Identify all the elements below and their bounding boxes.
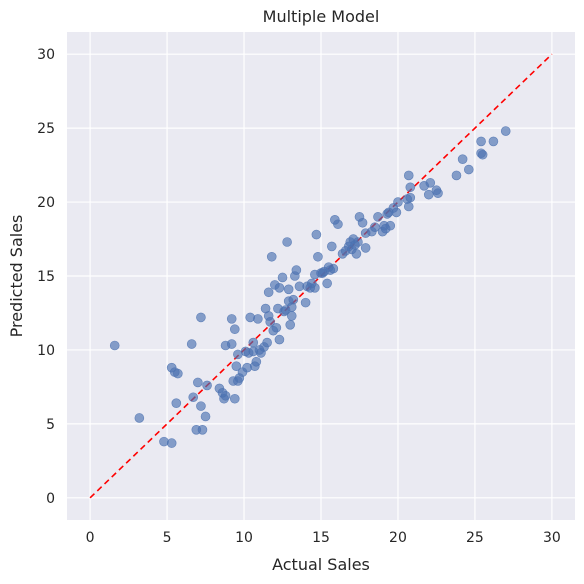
scatter-point: [333, 219, 343, 230]
scatter-point: [109, 340, 120, 351]
scatter-point: [263, 287, 274, 298]
scatter-point: [286, 311, 297, 321]
x-tick-labels: 0 5 10 15 20 25 30: [86, 530, 561, 546]
scatter-point: [385, 220, 396, 231]
scatter-point: [266, 251, 277, 262]
scatter-point: [248, 337, 259, 348]
scatter-point: [457, 154, 468, 164]
scatter-point: [226, 339, 237, 349]
scatter-point: [488, 136, 499, 147]
scatter-points: [109, 126, 511, 448]
scatter-point: [231, 361, 242, 372]
scatter-point: [311, 229, 322, 240]
scatter-point: [403, 170, 414, 181]
scatter-point: [285, 319, 296, 330]
scatter-point: [393, 197, 403, 207]
scatter-point: [196, 312, 206, 323]
scatter-point: [274, 334, 285, 345]
x-tick-label: 30: [543, 530, 561, 546]
y-axis-title: Predicted Sales: [7, 215, 26, 338]
scatter-point: [271, 322, 282, 333]
scatter-point: [251, 356, 262, 367]
scatter-point: [171, 398, 182, 408]
scatter-point: [391, 207, 402, 218]
scatter-point: [500, 126, 511, 136]
scatter-point: [282, 237, 292, 247]
y-tick-label: 15: [37, 269, 55, 285]
scatter-point: [274, 283, 285, 293]
y-tick-label: 0: [46, 491, 55, 507]
scatter-point: [313, 251, 323, 262]
y-tick-label: 10: [37, 343, 55, 359]
scatter-point: [277, 272, 288, 283]
x-tick-label: 10: [235, 530, 253, 546]
scatter-point: [360, 243, 371, 253]
chart-title: Multiple Model: [263, 7, 380, 26]
scatter-point: [357, 217, 368, 228]
scatter-point: [229, 393, 240, 404]
scatter-point: [265, 317, 276, 327]
scatter-point: [373, 212, 383, 222]
scatter-point: [451, 170, 462, 181]
scatter-point: [476, 136, 486, 147]
scatter-point: [173, 368, 183, 379]
scatter-point: [353, 237, 363, 247]
scatter-point: [477, 149, 488, 160]
scatter-point: [433, 188, 443, 198]
scatter-point: [405, 182, 416, 193]
x-tick-label: 25: [466, 530, 484, 546]
scatter-point: [262, 337, 272, 348]
scatter-point: [253, 314, 263, 324]
scatter-point: [188, 392, 199, 403]
scatter-point: [405, 192, 416, 203]
scatter-point: [202, 380, 212, 391]
y-tick-label: 25: [37, 121, 55, 137]
scatter-point: [370, 222, 380, 232]
scatter-point: [193, 377, 203, 388]
scatter-point: [351, 249, 362, 259]
scatter-point: [226, 314, 237, 324]
scatter-point: [283, 284, 294, 295]
scatter-point: [200, 411, 211, 422]
x-tick-label: 20: [389, 530, 407, 546]
y-tick-label: 20: [37, 195, 55, 211]
scatter-point: [328, 263, 339, 274]
y-tick-labels: 0 5 10 15 20 25 30: [37, 47, 55, 507]
x-tick-label: 5: [163, 530, 172, 546]
y-tick-label: 30: [37, 47, 55, 63]
scatter-point: [326, 241, 337, 252]
scatter-point: [425, 178, 436, 188]
scatter-point: [403, 201, 414, 212]
scatter-point: [310, 283, 320, 293]
scatter-point: [300, 297, 311, 308]
scatter-point: [134, 413, 145, 423]
scatter-point: [288, 294, 299, 305]
scatter-point: [186, 339, 197, 349]
scatter-point: [291, 265, 302, 275]
scatter-point: [196, 401, 206, 411]
scatter-point: [197, 424, 208, 435]
scatter-point: [166, 438, 177, 448]
x-tick-label: 0: [86, 530, 95, 546]
x-axis-title: Actual Sales: [272, 555, 370, 574]
x-tick-label: 15: [312, 530, 330, 546]
scatter-point: [423, 189, 434, 200]
y-tick-label: 5: [46, 417, 55, 433]
scatter-point: [220, 390, 231, 401]
scatter-point: [229, 324, 240, 335]
scatter-point: [463, 164, 474, 175]
scatter-point: [322, 278, 332, 289]
